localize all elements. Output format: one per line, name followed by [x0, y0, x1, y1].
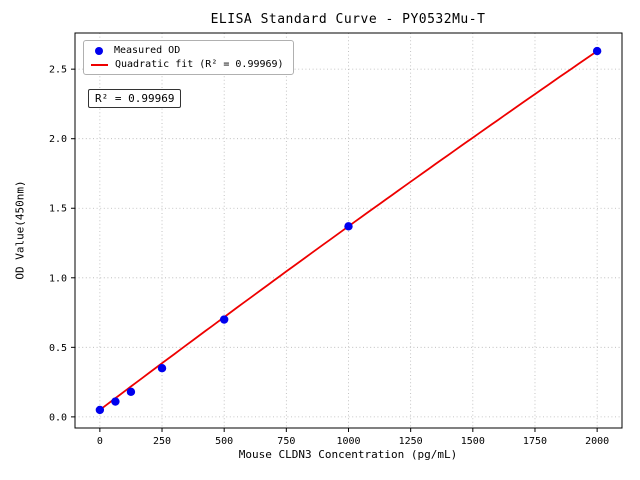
- legend-item-measured-od: Measured OD: [91, 45, 284, 56]
- y-tick-label: 0.5: [49, 343, 67, 354]
- data-point: [157, 363, 167, 373]
- x-tick-label: 1250: [399, 436, 423, 447]
- line-marker-icon: [91, 63, 108, 66]
- y-tick-label: 1.0: [49, 273, 67, 284]
- y-axis-label: OD Value(450nm): [13, 180, 27, 280]
- r-squared-annotation: R² = 0.99969: [88, 89, 182, 108]
- x-tick-label: 1000: [336, 436, 360, 447]
- data-point: [592, 46, 602, 56]
- legend-label-quadratic-fit: Quadratic fit (R² = 0.99969): [115, 59, 284, 70]
- x-tick-label: 1750: [523, 436, 547, 447]
- y-tick-label: 2.0: [49, 134, 67, 145]
- y-tick-label: 2.5: [49, 65, 67, 76]
- data-point: [344, 222, 353, 231]
- x-tick-label: 250: [153, 436, 171, 447]
- data-point: [219, 315, 229, 324]
- data-point: [111, 397, 120, 406]
- data-point: [126, 387, 136, 397]
- data-point: [95, 405, 105, 415]
- y-tick-label: 0.0: [49, 412, 67, 423]
- y-tick-label: 1.5: [49, 204, 67, 215]
- x-tick-label: 500: [215, 436, 233, 447]
- legend-item-quadratic-fit: Quadratic fit (R² = 0.99969): [91, 59, 284, 70]
- x-tick-label: 0: [97, 436, 103, 447]
- legend-label-measured-od: Measured OD: [114, 45, 181, 56]
- chart-title: ELISA Standard Curve - PY0532Mu-T: [210, 12, 486, 27]
- x-tick-label: 1500: [461, 436, 485, 447]
- x-axis-label: Mouse CLDN3 Concentration (pg/mL): [238, 448, 458, 461]
- x-tick-label: 750: [277, 436, 295, 447]
- legend: Measured OD Quadratic fit (R² = 0.99969): [83, 40, 294, 75]
- x-tick-label: 2000: [585, 436, 609, 447]
- scatter-marker-icon: [95, 46, 103, 55]
